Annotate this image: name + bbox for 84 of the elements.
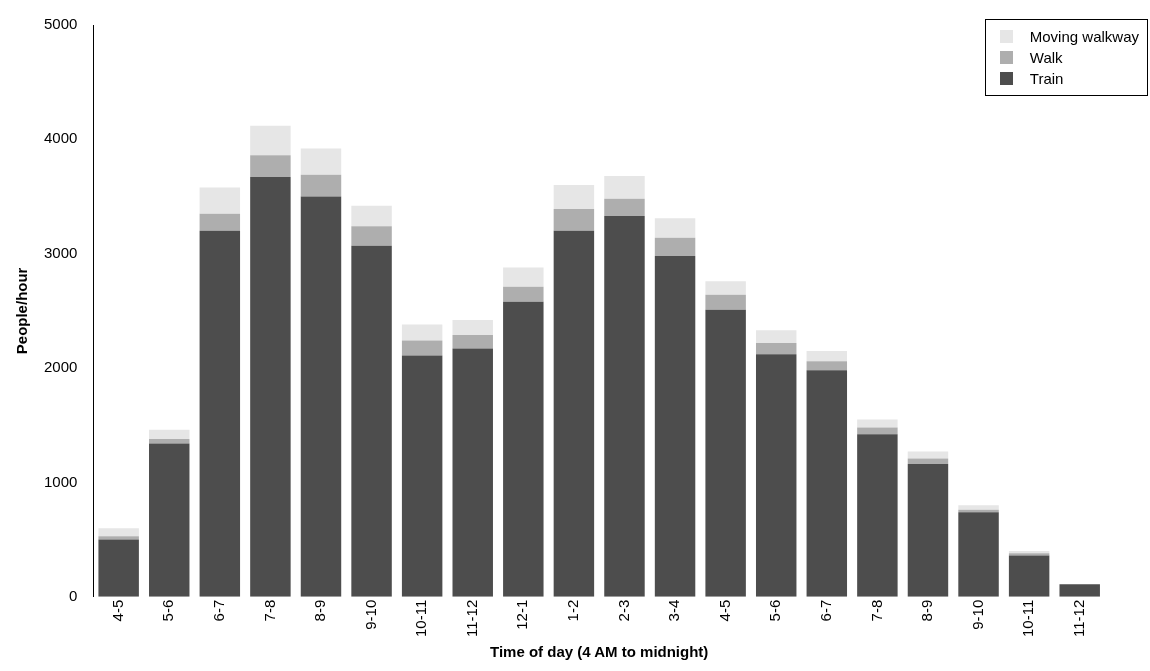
bar <box>351 205 392 227</box>
bar <box>98 539 139 597</box>
x-tick-label: 3-4 <box>665 599 683 622</box>
legend-label: Train <box>1029 70 1064 87</box>
bar <box>705 294 746 310</box>
bar <box>755 354 797 597</box>
bar <box>553 230 595 597</box>
x-tick-label: 4-5 <box>108 599 126 622</box>
bar <box>452 348 493 597</box>
bar <box>604 215 645 597</box>
legend-label: Moving walkway <box>1029 28 1139 45</box>
x-tick-label: 8-9 <box>918 599 936 622</box>
y-axis-title: People/hour <box>13 267 31 355</box>
bar <box>503 267 544 287</box>
bar <box>149 429 190 439</box>
x-tick-label: 5-6 <box>159 599 177 622</box>
x-tick-label: 7-8 <box>867 599 885 622</box>
y-tick-label: 3000 <box>43 243 78 261</box>
bar <box>806 350 848 362</box>
bar <box>857 434 898 597</box>
y-tick-label: 2000 <box>43 358 78 376</box>
bar <box>806 370 848 597</box>
bar <box>250 125 291 156</box>
x-tick-label: 7-8 <box>260 599 278 622</box>
x-tick-label: 5-6 <box>766 599 784 622</box>
x-tick-label: 10-11 <box>412 599 430 638</box>
bar <box>857 419 898 428</box>
x-tick-label: 4-5 <box>715 599 733 622</box>
bar <box>250 155 291 178</box>
bar <box>907 464 949 597</box>
x-tick-label: 8-9 <box>311 599 329 622</box>
bar <box>654 218 696 238</box>
bar <box>958 512 999 597</box>
bar <box>604 175 645 199</box>
bar <box>149 443 190 597</box>
bar <box>149 438 190 444</box>
x-axis-title: Time of day (4 AM to midnight) <box>490 643 709 661</box>
x-tick-label: 12-1 <box>513 599 531 630</box>
bar <box>553 185 595 210</box>
bar <box>503 301 544 597</box>
bar <box>452 334 493 349</box>
bar <box>300 148 342 175</box>
bar <box>401 355 443 597</box>
y-tick-label: 5000 <box>43 15 78 33</box>
x-tick-label: 11-12 <box>462 599 480 638</box>
bar <box>199 230 241 597</box>
x-tick-label: 1-2 <box>564 599 582 622</box>
x-tick-label: 6-7 <box>209 599 227 622</box>
y-tick-label: 0 <box>69 586 78 604</box>
x-tick-label: 2-3 <box>614 599 632 622</box>
bar <box>351 226 392 246</box>
bar <box>806 361 848 371</box>
bar <box>199 213 241 231</box>
bar <box>300 174 342 197</box>
bar <box>958 505 999 510</box>
x-tick-label: 10-11 <box>1019 599 1037 638</box>
bar <box>98 528 139 537</box>
bar <box>300 196 342 597</box>
bar <box>705 281 746 295</box>
bar <box>1059 584 1100 597</box>
bar <box>98 536 139 540</box>
bar <box>604 198 645 216</box>
bar <box>401 324 443 341</box>
x-tick-label: 9-10 <box>361 599 379 630</box>
bar <box>755 342 797 355</box>
bar <box>452 320 493 335</box>
bar <box>654 237 696 256</box>
bar <box>1008 555 1050 597</box>
bar <box>705 309 746 597</box>
bar <box>907 458 949 465</box>
bar <box>553 209 595 231</box>
bar <box>401 340 443 356</box>
bar <box>351 245 392 597</box>
x-tick-label: 6-7 <box>816 599 834 622</box>
y-tick-label: 1000 <box>43 472 78 490</box>
bar <box>503 286 544 302</box>
x-tick-label: 9-10 <box>968 599 986 630</box>
legend-label: Walk <box>1029 49 1063 66</box>
x-tick-label: 11-12 <box>1069 599 1087 638</box>
bar <box>654 255 696 597</box>
bar <box>250 177 291 597</box>
y-tick-label: 4000 <box>43 129 78 147</box>
bar <box>199 187 241 214</box>
bar <box>755 330 797 343</box>
